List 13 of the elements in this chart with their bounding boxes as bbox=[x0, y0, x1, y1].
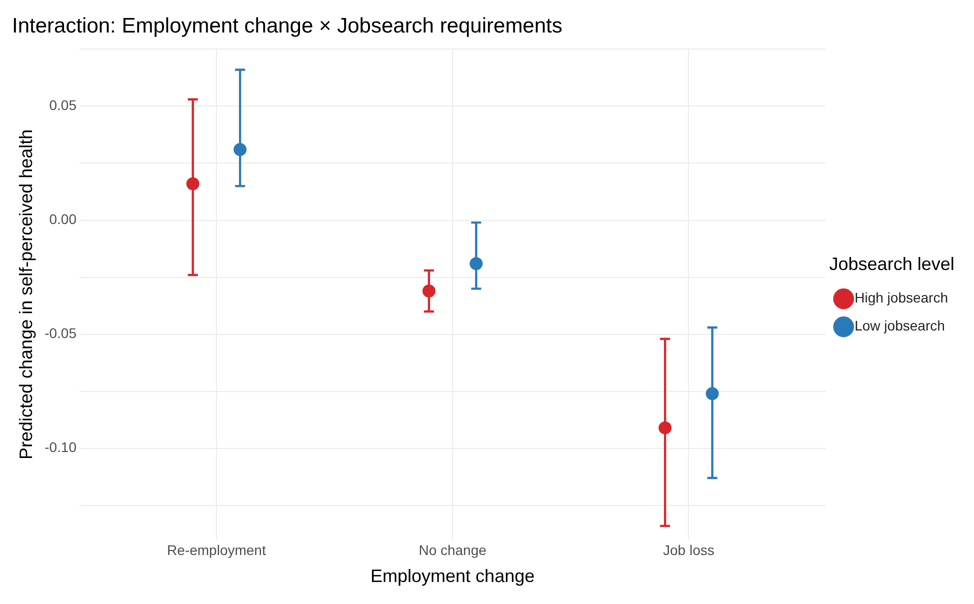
y-tick-label: -0.05 bbox=[44, 325, 77, 342]
legend-title: Jobsearch level bbox=[829, 254, 954, 274]
chart-title: Interaction: Employment change × Jobsearch requirements bbox=[12, 14, 562, 38]
x-tick-label: Job loss bbox=[662, 542, 714, 558]
y-tick-label: 0.00 bbox=[49, 211, 77, 228]
x-tick-label: No change bbox=[418, 542, 487, 558]
x-axis-title: Employment change bbox=[370, 566, 535, 586]
y-tick-label: 0.05 bbox=[49, 97, 77, 114]
x-tick-label: Re-employment bbox=[167, 542, 266, 558]
y-axis-title: Predicted change in self-perceived health bbox=[16, 129, 36, 460]
legend-label: Low jobsearch bbox=[854, 318, 945, 334]
y-tick-label: -0.10 bbox=[44, 439, 77, 456]
legend-label: High jobsearch bbox=[854, 290, 948, 306]
